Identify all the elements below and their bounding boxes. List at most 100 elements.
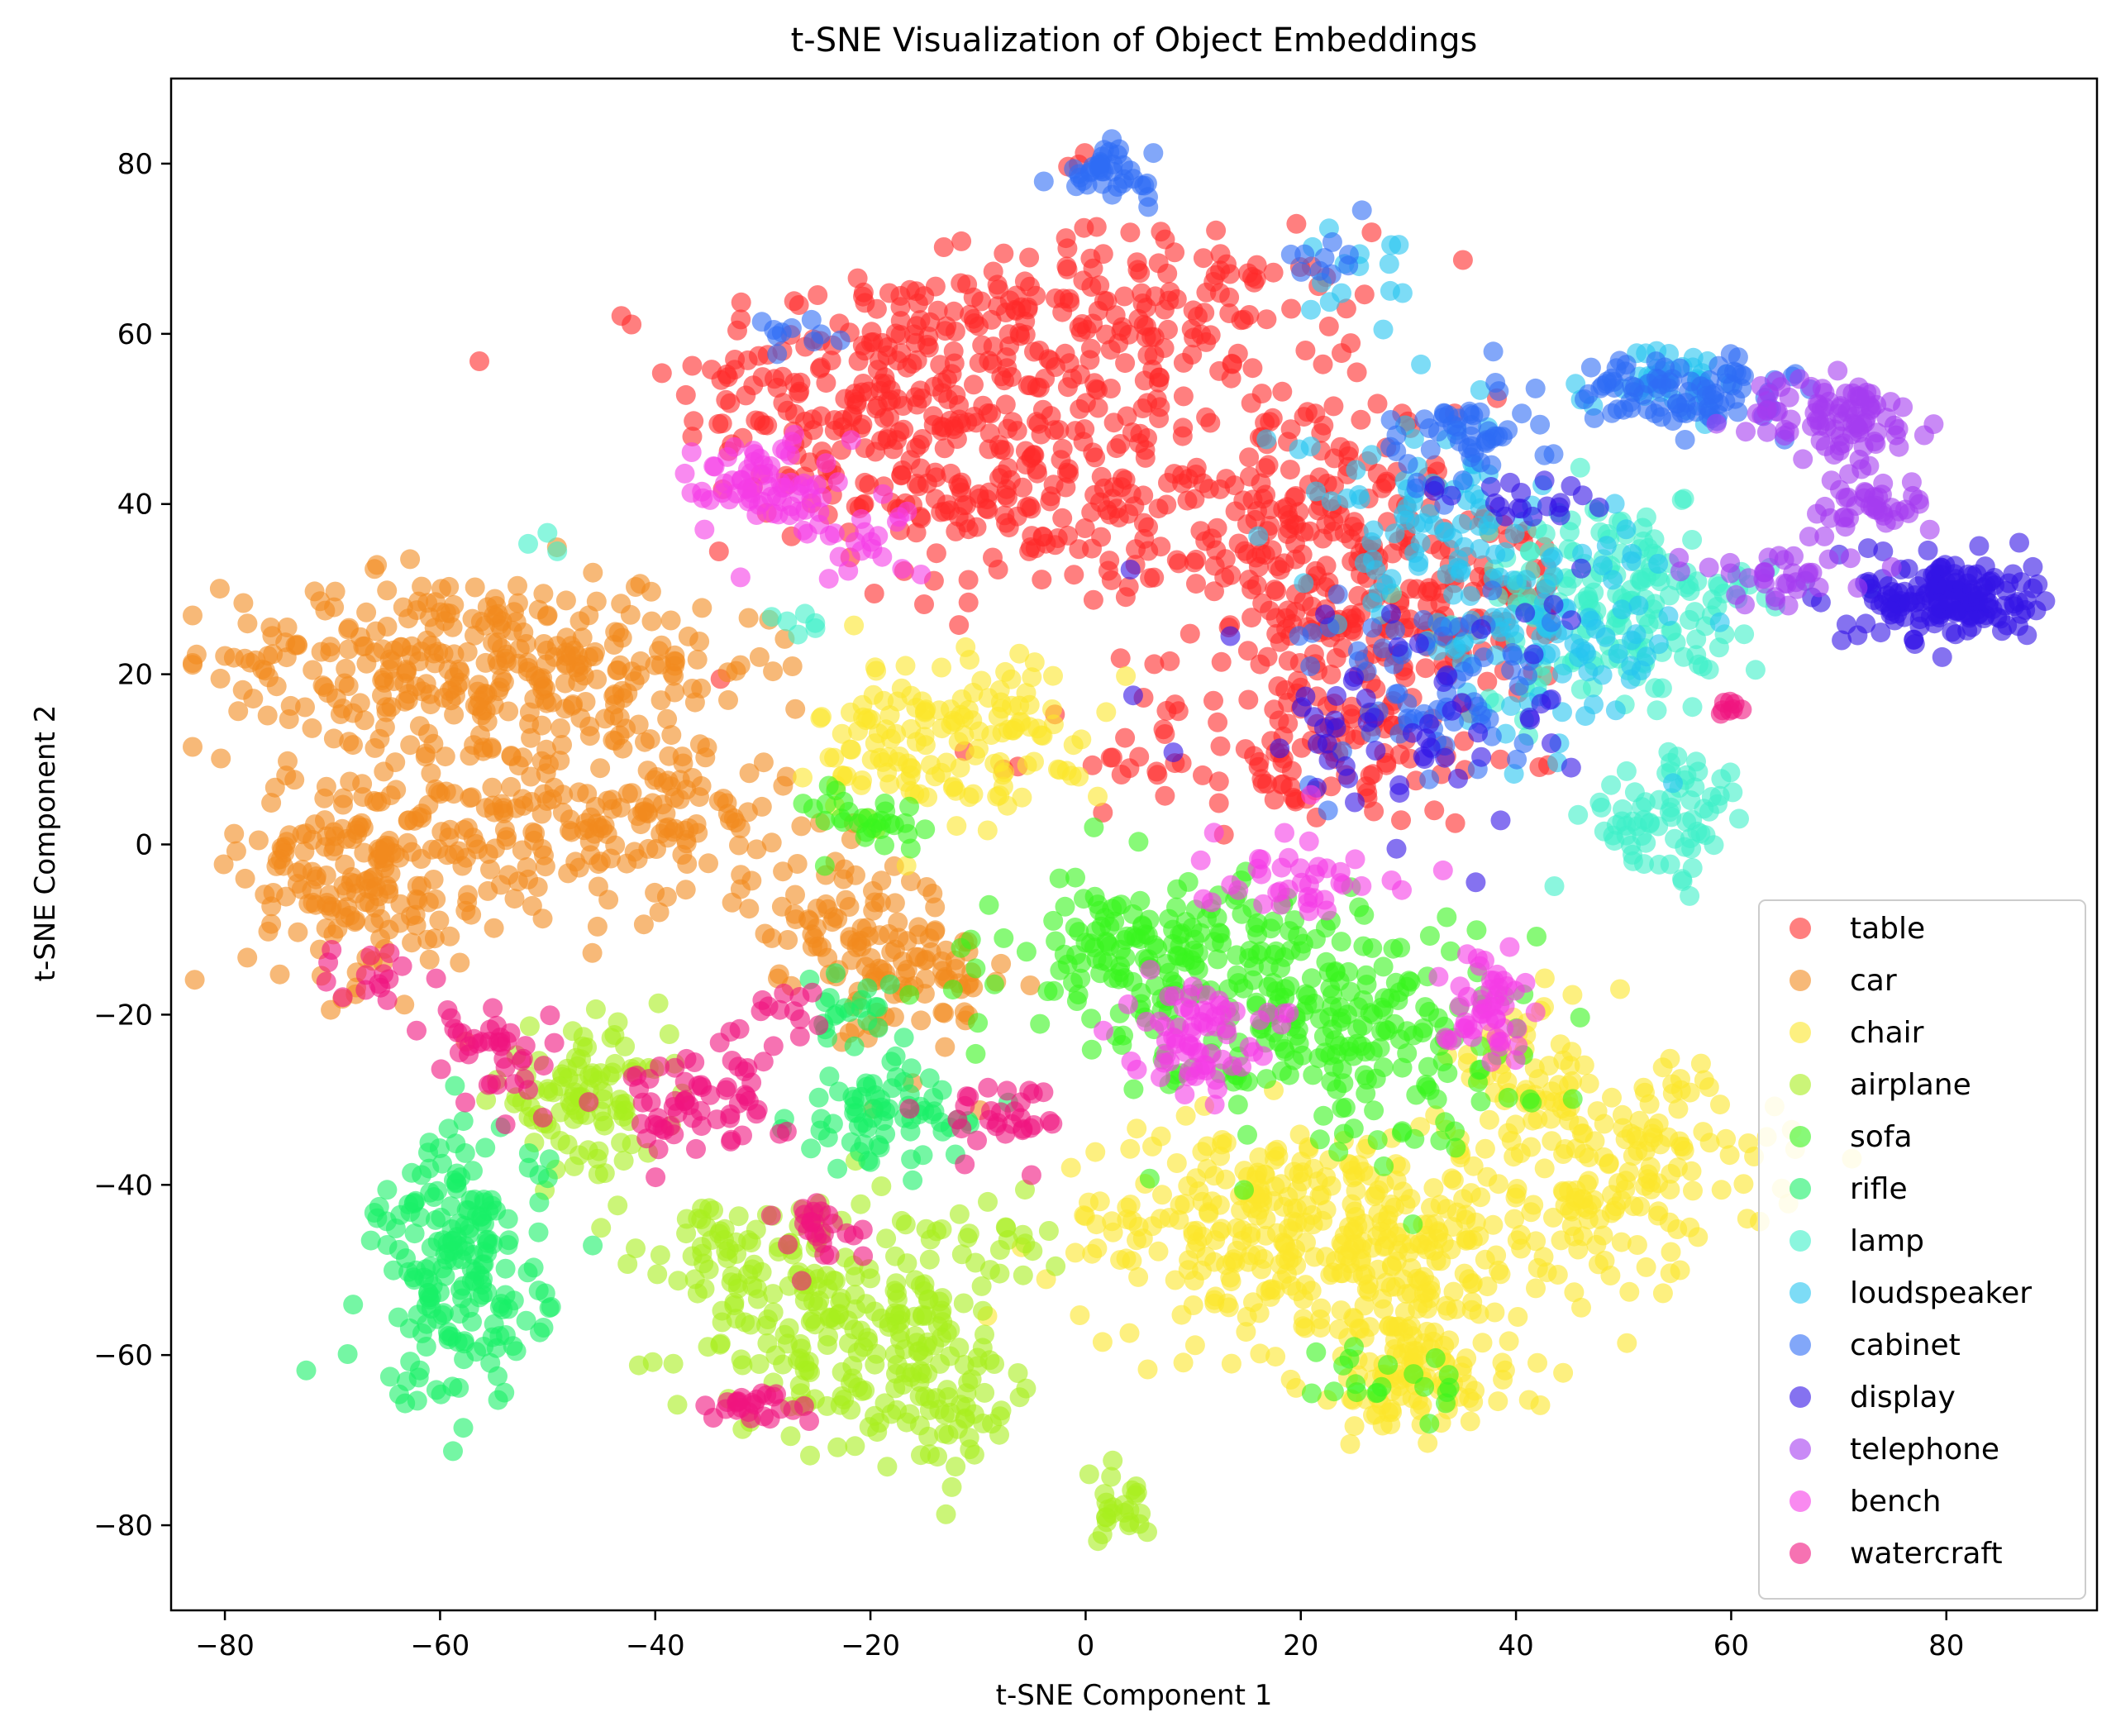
- point-rifle: [427, 1180, 448, 1201]
- point-loudspeaker: [1300, 436, 1321, 457]
- point-airplane: [538, 1081, 559, 1102]
- point-rifle: [844, 1096, 865, 1117]
- point-table: [1324, 475, 1344, 496]
- point-sofa: [915, 819, 936, 840]
- point-chair: [1588, 1254, 1608, 1275]
- point-table: [1151, 222, 1171, 242]
- point-chair: [1673, 1137, 1694, 1157]
- point-car: [884, 893, 905, 913]
- point-airplane: [958, 1372, 979, 1393]
- point-table: [1284, 487, 1304, 508]
- point-table: [854, 494, 875, 514]
- point-cabinet: [764, 320, 784, 340]
- point-car: [437, 845, 458, 866]
- point-chair: [1670, 1260, 1690, 1281]
- point-table: [943, 341, 964, 361]
- point-table: [1032, 570, 1052, 590]
- point-sofa: [1419, 926, 1440, 947]
- point-airplane: [1103, 1450, 1123, 1471]
- point-table: [995, 394, 1016, 415]
- point-table: [946, 521, 966, 541]
- point-sofa: [1184, 940, 1204, 961]
- point-car: [484, 918, 504, 938]
- point-car: [405, 904, 426, 925]
- point-table: [1129, 746, 1150, 767]
- point-cabinet: [1362, 618, 1383, 638]
- point-table: [1144, 654, 1165, 675]
- point-table: [1147, 765, 1168, 785]
- point-table: [1244, 746, 1265, 766]
- point-chair: [1128, 1266, 1149, 1287]
- point-airplane: [1013, 1265, 1033, 1285]
- point-car: [475, 615, 495, 636]
- point-airplane: [881, 1404, 902, 1424]
- point-chair: [836, 766, 857, 786]
- point-chair: [1505, 1114, 1526, 1135]
- point-table: [1270, 632, 1290, 652]
- point-table: [1252, 593, 1273, 613]
- point-table: [651, 363, 672, 384]
- point-car: [679, 818, 699, 838]
- point-car: [739, 899, 760, 919]
- point-sofa: [1234, 1180, 1254, 1200]
- point-chair: [963, 682, 984, 703]
- point-display: [1571, 558, 1591, 579]
- point-table: [1344, 512, 1365, 532]
- point-chair: [1542, 1131, 1562, 1152]
- point-display: [1317, 733, 1337, 754]
- point-airplane: [676, 1223, 697, 1244]
- point-table: [1079, 350, 1100, 370]
- point-loudspeaker: [1460, 586, 1480, 606]
- point-car: [730, 655, 751, 675]
- point-car: [183, 737, 203, 757]
- point-sofa: [1329, 971, 1350, 991]
- point-table: [906, 316, 927, 336]
- point-sofa: [1397, 1043, 1418, 1064]
- point-table: [1057, 377, 1078, 398]
- point-car: [860, 948, 881, 968]
- point-chair: [1092, 1332, 1113, 1352]
- point-car: [773, 775, 794, 796]
- point-table: [1225, 501, 1246, 522]
- point-sofa: [1323, 1381, 1344, 1402]
- point-car: [263, 883, 284, 903]
- point-car: [802, 924, 822, 945]
- point-car: [402, 636, 422, 656]
- point-car: [428, 782, 449, 803]
- point-car: [402, 932, 422, 953]
- point-table: [914, 594, 934, 614]
- point-table: [1376, 755, 1397, 775]
- point-display: [1523, 644, 1544, 665]
- point-car: [262, 626, 283, 646]
- point-car: [350, 693, 370, 713]
- point-car: [376, 702, 397, 723]
- point-table: [1208, 793, 1229, 813]
- point-lamp: [1734, 624, 1755, 645]
- point-rifle: [446, 1133, 466, 1154]
- point-chair: [832, 723, 852, 744]
- point-car: [567, 646, 588, 666]
- point-airplane: [573, 1036, 593, 1056]
- point-display: [1220, 626, 1241, 646]
- point-chair: [954, 725, 975, 746]
- point-car: [288, 635, 308, 656]
- point-display: [1324, 710, 1345, 731]
- point-loudspeaker: [1504, 523, 1525, 544]
- point-airplane: [735, 1312, 755, 1333]
- point-car: [651, 690, 671, 711]
- point-sofa: [1128, 832, 1149, 852]
- point-sofa: [1322, 1019, 1342, 1040]
- point-chair: [1012, 787, 1032, 808]
- point-display: [1541, 689, 1561, 709]
- point-chair: [1060, 1157, 1081, 1178]
- point-car: [237, 613, 258, 634]
- point-airplane: [941, 1476, 962, 1497]
- point-table: [1321, 665, 1342, 684]
- point-car: [738, 608, 759, 628]
- point-car: [603, 686, 624, 707]
- point-table: [1221, 368, 1241, 389]
- point-chair: [950, 757, 970, 778]
- point-table: [933, 237, 954, 257]
- point-airplane: [946, 1457, 966, 1477]
- point-display: [1163, 742, 1184, 763]
